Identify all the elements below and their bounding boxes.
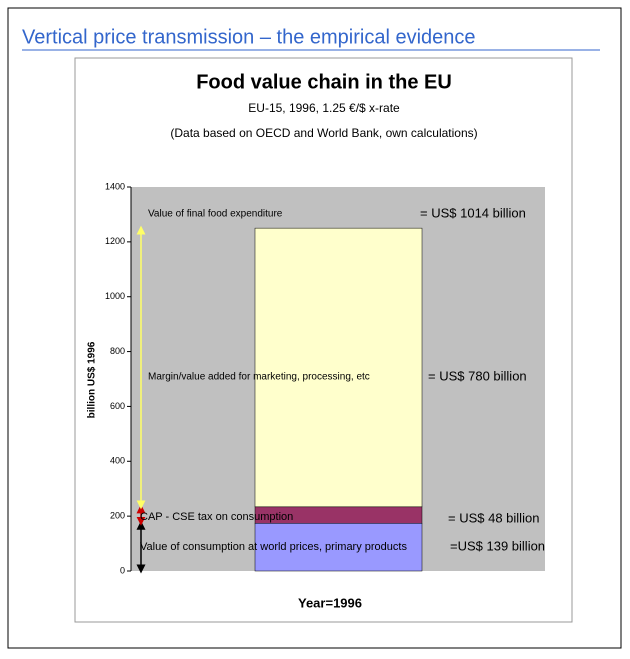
y-tick-label: 400 xyxy=(110,456,125,466)
annotation-amount: = US$ 48 billion xyxy=(448,510,539,525)
y-axis-label: billion US$ 1996 xyxy=(87,341,98,418)
chart-subtitle: EU-15, 1996, 1.25 €/$ x-rate xyxy=(248,101,400,115)
chart-note: (Data based on OECD and World Bank, own … xyxy=(170,126,477,140)
annotation-text: Value of consumption at world prices, pr… xyxy=(140,541,407,553)
annotation-amount: = US$ 780 billion xyxy=(428,368,527,383)
y-tick-label: 1000 xyxy=(105,291,125,301)
y-tick-label: 800 xyxy=(110,346,125,356)
y-tick-label: 600 xyxy=(110,401,125,411)
annotation-text: CAP - CSE tax on consumption xyxy=(140,511,293,523)
y-tick-label: 1400 xyxy=(105,181,125,191)
x-axis-label: Year=1996 xyxy=(298,595,362,610)
y-tick-label: 0 xyxy=(120,565,125,575)
y-tick-label: 1200 xyxy=(105,236,125,246)
bar-segment xyxy=(254,523,423,572)
annotation-amount: = US$ 1014 billion xyxy=(420,205,526,220)
chart-title: Food value chain in the EU xyxy=(196,71,452,93)
y-tick-label: 200 xyxy=(110,511,125,521)
annotation-text: Value of final food expenditure xyxy=(148,209,283,220)
annotation-amount: =US$ 139 billion xyxy=(450,538,545,553)
slide-title: Vertical price transmission – the empiri… xyxy=(22,26,476,48)
bar-segment xyxy=(254,227,423,508)
annotation-text: Margin/value added for marketing, proces… xyxy=(148,372,370,383)
